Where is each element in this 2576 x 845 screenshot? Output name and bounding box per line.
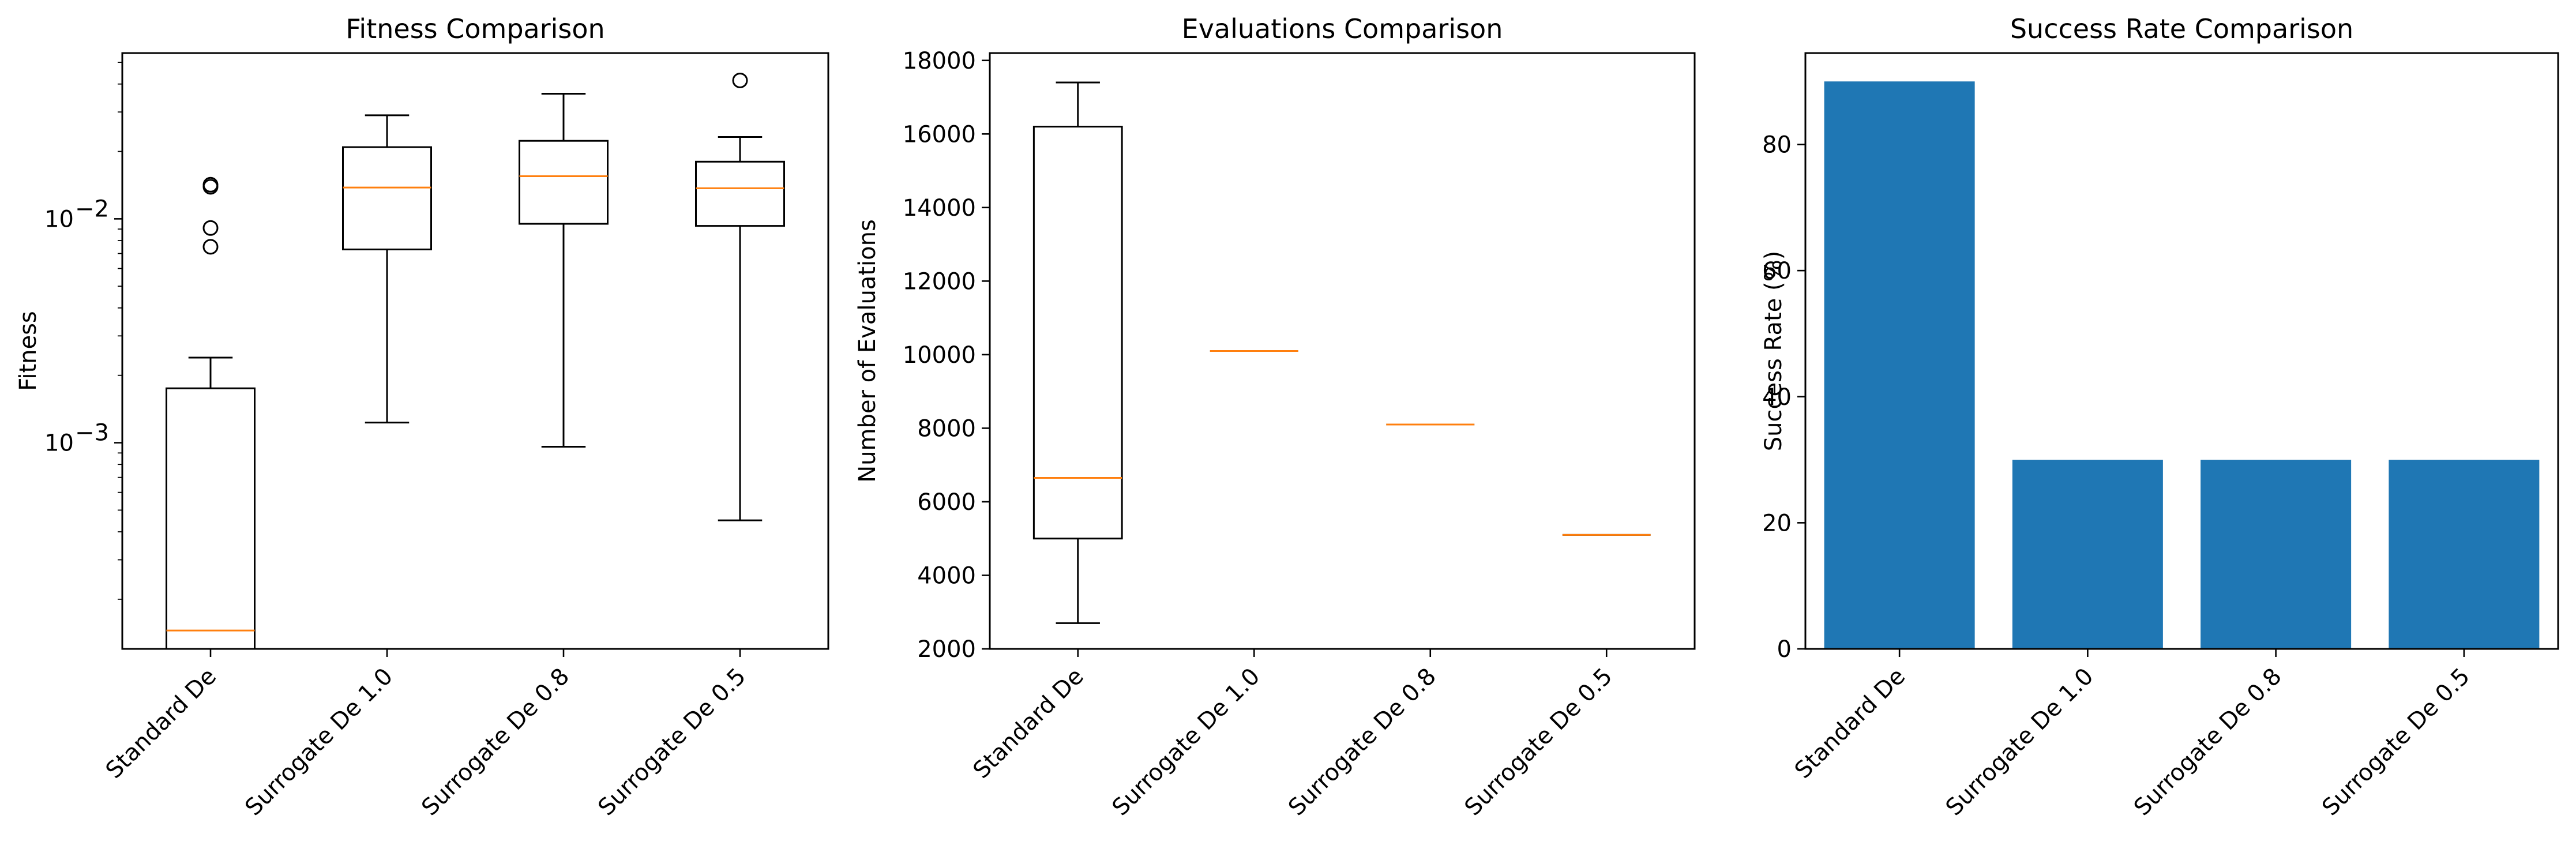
chart-title: Evaluations Comparison — [1182, 13, 1503, 44]
box-plot-marks — [166, 72, 785, 650]
y-tick-label: 8000 — [917, 415, 976, 442]
chart-title: Fitness Comparison — [346, 13, 604, 44]
x-tick-label: Surrogate De 0.8 — [2129, 663, 2287, 821]
x-tick-label: Standard De — [1790, 663, 1910, 784]
chart-title: Success Rate Comparison — [2010, 13, 2353, 44]
outlier-point — [202, 239, 219, 255]
box-body — [695, 160, 785, 227]
x-tick-label: Surrogate De 0.5 — [2317, 663, 2475, 821]
y-axis-label: Success Rate (%) — [1760, 251, 1787, 451]
y-tick-label: 80 — [1762, 132, 1792, 159]
y-tick-label: 10000 — [903, 342, 976, 369]
plot-frame — [121, 52, 829, 650]
x-tick-label: Surrogate De 0.5 — [593, 663, 751, 821]
x-tick-label: Surrogate De 1.0 — [1107, 663, 1266, 821]
y-tick-label: 40 — [1762, 384, 1792, 411]
evaluations-comparison-chart: Evaluations Comparison Number of Evaluat… — [854, 13, 1696, 821]
x-tick-label: Surrogate De 1.0 — [240, 663, 398, 821]
box-body — [519, 140, 609, 225]
box-3 — [519, 93, 609, 448]
box-plot-marks — [1032, 81, 1651, 624]
box-1 — [1032, 81, 1123, 624]
x-tick-label: Surrogate De 0.8 — [416, 663, 574, 821]
x-tick-label: Standard De — [968, 663, 1088, 784]
bar-marks — [1824, 81, 2540, 649]
box-body — [1032, 126, 1123, 540]
y-axis-label: Fitness — [15, 311, 42, 391]
y-tick-label: 12000 — [903, 268, 976, 295]
y-tick-label-exponent: −2 — [75, 196, 109, 222]
x-tick-label: Surrogate De 1.0 — [1941, 663, 2099, 821]
axes: Standard De Surrogate De 1.0 Surrogate De … — [903, 48, 1618, 821]
success-rate-comparison-chart: Success Rate Comparison Success Rate (%)… — [1760, 13, 2559, 821]
x-tick-label: Surrogate De 0.5 — [1460, 663, 1618, 821]
outlier-point — [732, 72, 748, 88]
bar-1 — [1824, 81, 1975, 649]
y-tick-label: 20 — [1762, 510, 1792, 536]
fitness-comparison-chart: Fitness Comparison Fitness Standard De Su… — [15, 13, 829, 821]
box-body — [166, 387, 256, 650]
x-tick-label: Standard De — [101, 663, 221, 784]
y-tick-label: 60 — [1762, 258, 1792, 284]
y-tick-label-exponent: −3 — [75, 420, 109, 446]
y-tick-label: 0 — [1777, 636, 1792, 663]
box-2 — [342, 114, 432, 424]
bar-3 — [2201, 460, 2352, 649]
plot-frame — [989, 52, 1696, 650]
bar-2 — [2012, 460, 2163, 649]
outlier-point — [202, 176, 219, 193]
y-tick-label: 10 — [44, 430, 74, 457]
x-tick-label: Surrogate De 0.8 — [1283, 663, 1441, 821]
y-tick-label: 16000 — [903, 121, 976, 148]
y-tick-label: 2000 — [917, 636, 976, 663]
box-body — [342, 146, 432, 250]
box-4 — [695, 72, 785, 521]
y-tick-label: 6000 — [917, 489, 976, 516]
y-tick-label: 4000 — [917, 562, 976, 589]
y-tick-label: 18000 — [903, 48, 976, 74]
y-axis-label: Number of Evaluations — [854, 219, 881, 483]
y-tick-label: 10 — [44, 206, 74, 232]
bar-4 — [2389, 460, 2540, 649]
axes: Standard De Surrogate De 1.0 Surrogate De … — [44, 62, 751, 821]
plot-frame — [1804, 52, 2559, 650]
box-1 — [166, 176, 256, 650]
outlier-point — [202, 220, 219, 236]
y-tick-label: 14000 — [903, 195, 976, 221]
